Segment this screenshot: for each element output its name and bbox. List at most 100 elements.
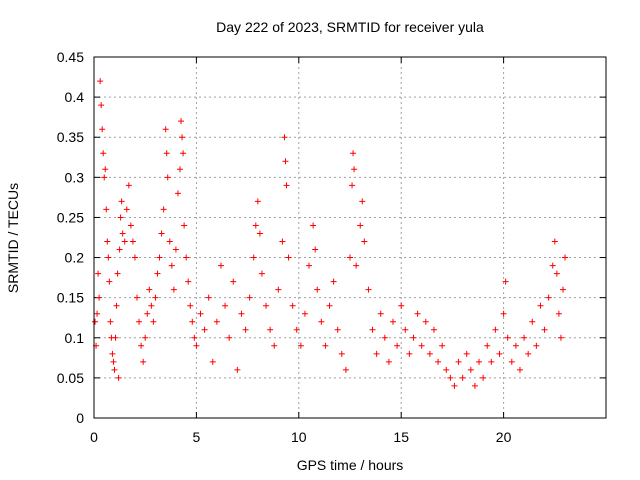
x-tick-label: 0 [90,429,98,445]
data-point [158,230,165,237]
x-tick-label: 5 [193,429,201,445]
data-point [439,342,446,349]
data-point [398,302,405,309]
data-point [95,270,102,277]
data-point [349,182,356,189]
data-point [134,294,141,301]
data-point [426,350,433,357]
y-tick-label: 0.1 [65,330,85,346]
data-point [123,206,130,213]
data-point [496,350,503,357]
data-point [102,166,109,173]
data-point [189,318,196,325]
data-point [197,310,204,317]
data-point [377,310,384,317]
data-point [177,166,184,173]
data-point [172,246,179,253]
data-point [213,318,220,325]
data-point [537,302,544,309]
data-point [443,366,450,373]
data-point [414,310,421,317]
data-point [193,342,200,349]
data-point [99,126,106,133]
data-point [238,310,245,317]
data-point [516,366,523,373]
data-point [107,318,114,325]
data-point [553,270,560,277]
data-point [217,262,224,269]
data-point [350,150,357,157]
y-axis-label: SRMTID / TECUs [5,183,21,293]
data-point [283,182,290,189]
data-point [312,246,319,253]
data-point [117,214,124,221]
data-point [226,334,233,341]
data-point [103,206,110,213]
y-tick-label: 0.25 [57,209,84,225]
data-point [381,334,388,341]
data-point [162,126,169,133]
data-point [267,326,274,333]
data-point [181,222,188,229]
data-point [545,294,552,301]
data-point [174,190,181,197]
y-tick-labels: 0 0.05 0.1 0.15 0.2 0.25 0.3 0.35 0.4 0.45 [57,49,84,426]
data-point [279,238,286,245]
data-point [179,134,186,141]
data-point [183,254,190,261]
data-point [252,222,259,229]
data-point [97,78,104,85]
data-point [185,278,192,285]
data-point [116,246,123,253]
y-tick-label: 0.2 [65,250,85,266]
data-point [334,326,341,333]
data-point [451,382,458,389]
data-point [178,118,185,125]
x-tick-label: 10 [291,429,307,445]
data-point [365,286,372,293]
data-point [111,366,118,373]
data-point [326,302,333,309]
data-point [430,326,437,333]
data-point [282,158,289,165]
data-point [390,318,397,325]
data-point [508,358,515,365]
data-point [471,382,478,389]
data-point [250,254,257,261]
data-point [168,262,175,269]
x-tick-label: 20 [496,429,512,445]
data-point [314,286,321,293]
data-point [338,350,345,357]
data-point [94,310,101,317]
data-point [119,230,126,237]
data-point [541,326,548,333]
grid-lines [94,57,606,418]
data-point [310,222,317,229]
data-point [136,318,143,325]
data-point [112,334,119,341]
data-point [410,334,417,341]
data-point [127,222,134,229]
data-point [455,358,462,365]
data-point [271,342,278,349]
data-point [234,366,241,373]
data-point [549,262,556,269]
data-point [459,374,466,381]
data-point [476,358,483,365]
data-point [318,318,325,325]
data-point [146,286,153,293]
data-point [484,342,491,349]
data-points [92,78,569,389]
data-point [98,102,105,109]
data-point [447,374,454,381]
chart-title: Day 222 of 2023, SRMTID for receiver yul… [216,19,484,35]
data-point [258,270,265,277]
data-point [140,358,147,365]
data-point [201,326,208,333]
data-point [406,350,413,357]
x-tick-label: 15 [393,429,409,445]
data-point [369,326,376,333]
data-point [125,182,132,189]
data-point [96,294,103,301]
